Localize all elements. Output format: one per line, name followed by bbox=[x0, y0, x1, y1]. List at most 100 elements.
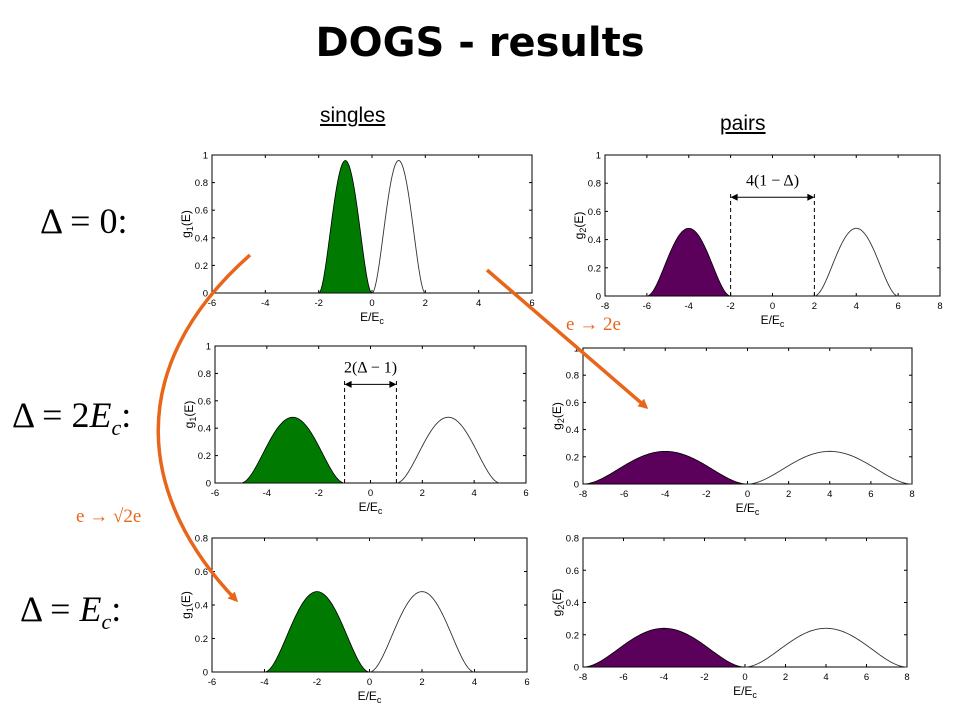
y-tick-label: 0.4 bbox=[566, 598, 579, 609]
y-tick-label: 0 bbox=[574, 663, 579, 674]
x-tick-label: 0 bbox=[367, 677, 372, 688]
x-tick-label: -4 bbox=[661, 489, 669, 500]
x-tick-label: -6 bbox=[211, 488, 219, 499]
y-tick-label: 0.6 bbox=[566, 398, 579, 409]
y-tick-label: 0.2 bbox=[195, 261, 208, 272]
x-tick-label: 2 bbox=[423, 298, 428, 309]
x-tick-label: 8 bbox=[909, 489, 914, 500]
gap-arrow-head-left bbox=[344, 380, 352, 388]
x-tick-label: -4 bbox=[263, 488, 271, 499]
x-axis-label: E/Ec bbox=[733, 684, 757, 700]
y-tick-label: 0.4 bbox=[566, 425, 579, 436]
y-tick-label: 0.8 bbox=[566, 534, 579, 545]
x-tick-label: -2 bbox=[702, 489, 710, 500]
x-axis-label: E/Ec bbox=[359, 500, 383, 516]
y-tick-label: 0 bbox=[596, 292, 601, 303]
x-tick-label: -6 bbox=[208, 677, 216, 688]
x-tick-label: 4 bbox=[472, 677, 477, 688]
y-tick-label: 0.2 bbox=[198, 451, 211, 462]
y-tick-label: 0.6 bbox=[198, 396, 211, 407]
y-tick-label: 0.8 bbox=[195, 178, 208, 189]
y-tick-label: 0.2 bbox=[195, 634, 208, 645]
column-header-pairs: pairs bbox=[720, 112, 766, 135]
x-axis-label: E/Ec bbox=[761, 313, 785, 329]
filled-peak bbox=[582, 450, 748, 485]
x-tick-label: 4 bbox=[823, 672, 828, 683]
gap-arrow-head-right bbox=[807, 193, 815, 201]
x-axis-label: E/Ec bbox=[358, 689, 382, 705]
slide-title: DOGS - results bbox=[315, 20, 645, 66]
x-tick-label: -4 bbox=[261, 298, 269, 309]
arrow-to-pairs-row2 bbox=[485, 268, 649, 409]
filled-peak bbox=[264, 591, 370, 673]
filled-peak bbox=[240, 416, 345, 484]
x-tick-label: 8 bbox=[937, 301, 942, 312]
x-tick-label: -2 bbox=[314, 488, 322, 499]
x-tick-label: 0 bbox=[770, 301, 775, 312]
y-tick-label: 0.8 bbox=[198, 369, 211, 380]
x-tick-label: 6 bbox=[868, 489, 873, 500]
x-tick-label: -2 bbox=[313, 677, 321, 688]
y-tick-label: 0 bbox=[574, 480, 579, 491]
row-label-delta-zero: Δ = 0: bbox=[40, 201, 128, 241]
y-tick-label: 0.8 bbox=[195, 534, 208, 545]
x-tick-label: -4 bbox=[685, 301, 693, 312]
x-tick-label: 4 bbox=[476, 298, 481, 309]
gap-arrow-head-left bbox=[730, 193, 738, 201]
x-tick-label: -6 bbox=[643, 301, 651, 312]
outline-peak bbox=[744, 627, 908, 668]
x-tick-label: 2 bbox=[419, 677, 424, 688]
x-tick-label: 4 bbox=[472, 488, 477, 499]
outline-peak bbox=[369, 591, 475, 673]
filled-peak bbox=[318, 160, 373, 294]
plot-pairs-row1: -8 -6 -4 -2 0 2 4 6 800.20.40.60.81E/Ecg2(E)4(1 … bbox=[572, 151, 943, 330]
x-tick-label: 2 bbox=[420, 488, 425, 499]
x-tick-label: 0 bbox=[368, 488, 373, 499]
x-axis-label: E/Ec bbox=[736, 501, 760, 517]
x-tick-label: -6 bbox=[619, 672, 627, 683]
x-tick-label: 6 bbox=[864, 672, 869, 683]
y-tick-label: 0.8 bbox=[588, 179, 601, 190]
x-tick-label: -6 bbox=[620, 489, 628, 500]
outline-peak bbox=[814, 227, 899, 297]
x-tick-label: 4 bbox=[827, 489, 832, 500]
x-tick-label: 2 bbox=[786, 489, 791, 500]
x-tick-label: 8 bbox=[904, 672, 909, 683]
y-tick-label: 0 bbox=[203, 289, 208, 300]
annotation-e-to-2e: e → 2e bbox=[566, 314, 621, 335]
x-tick-label: 0 bbox=[369, 298, 374, 309]
x-tick-label: -8 bbox=[579, 489, 587, 500]
y-tick-label: 1 bbox=[596, 151, 601, 162]
x-tick-label: -2 bbox=[314, 298, 322, 309]
x-tick-label: 2 bbox=[783, 672, 788, 683]
plot-frame bbox=[604, 154, 941, 297]
x-tick-label: 6 bbox=[529, 298, 534, 309]
y-tick-label: 0.4 bbox=[588, 235, 601, 246]
y-tick-label: 0.4 bbox=[198, 424, 211, 435]
y-tick-label: 0.6 bbox=[195, 206, 208, 217]
y-tick-label: 0.4 bbox=[195, 601, 208, 612]
y-tick-label: 0.6 bbox=[566, 566, 579, 577]
y-tick-label: 0.2 bbox=[588, 263, 601, 274]
x-tick-label: -4 bbox=[660, 672, 668, 683]
y-tick-label: 0.6 bbox=[588, 207, 601, 218]
x-tick-label: -2 bbox=[726, 301, 734, 312]
filled-peak bbox=[582, 627, 746, 668]
outline-peak bbox=[396, 416, 501, 484]
x-tick-label: -8 bbox=[579, 672, 587, 683]
x-tick-label: 4 bbox=[854, 301, 859, 312]
x-tick-label: 0 bbox=[742, 672, 747, 683]
gap-arrow-head-right bbox=[389, 380, 397, 388]
y-tick-label: 0 bbox=[203, 668, 208, 679]
column-header-singles: singles bbox=[320, 104, 386, 127]
row-label-delta-2ec: Δ = 2Ec: bbox=[12, 395, 132, 441]
y-tick-label: 0.8 bbox=[566, 371, 579, 382]
x-tick-label: -2 bbox=[700, 672, 708, 683]
x-tick-label: -8 bbox=[601, 301, 609, 312]
x-tick-label: 0 bbox=[745, 489, 750, 500]
x-tick-label: 6 bbox=[524, 677, 529, 688]
